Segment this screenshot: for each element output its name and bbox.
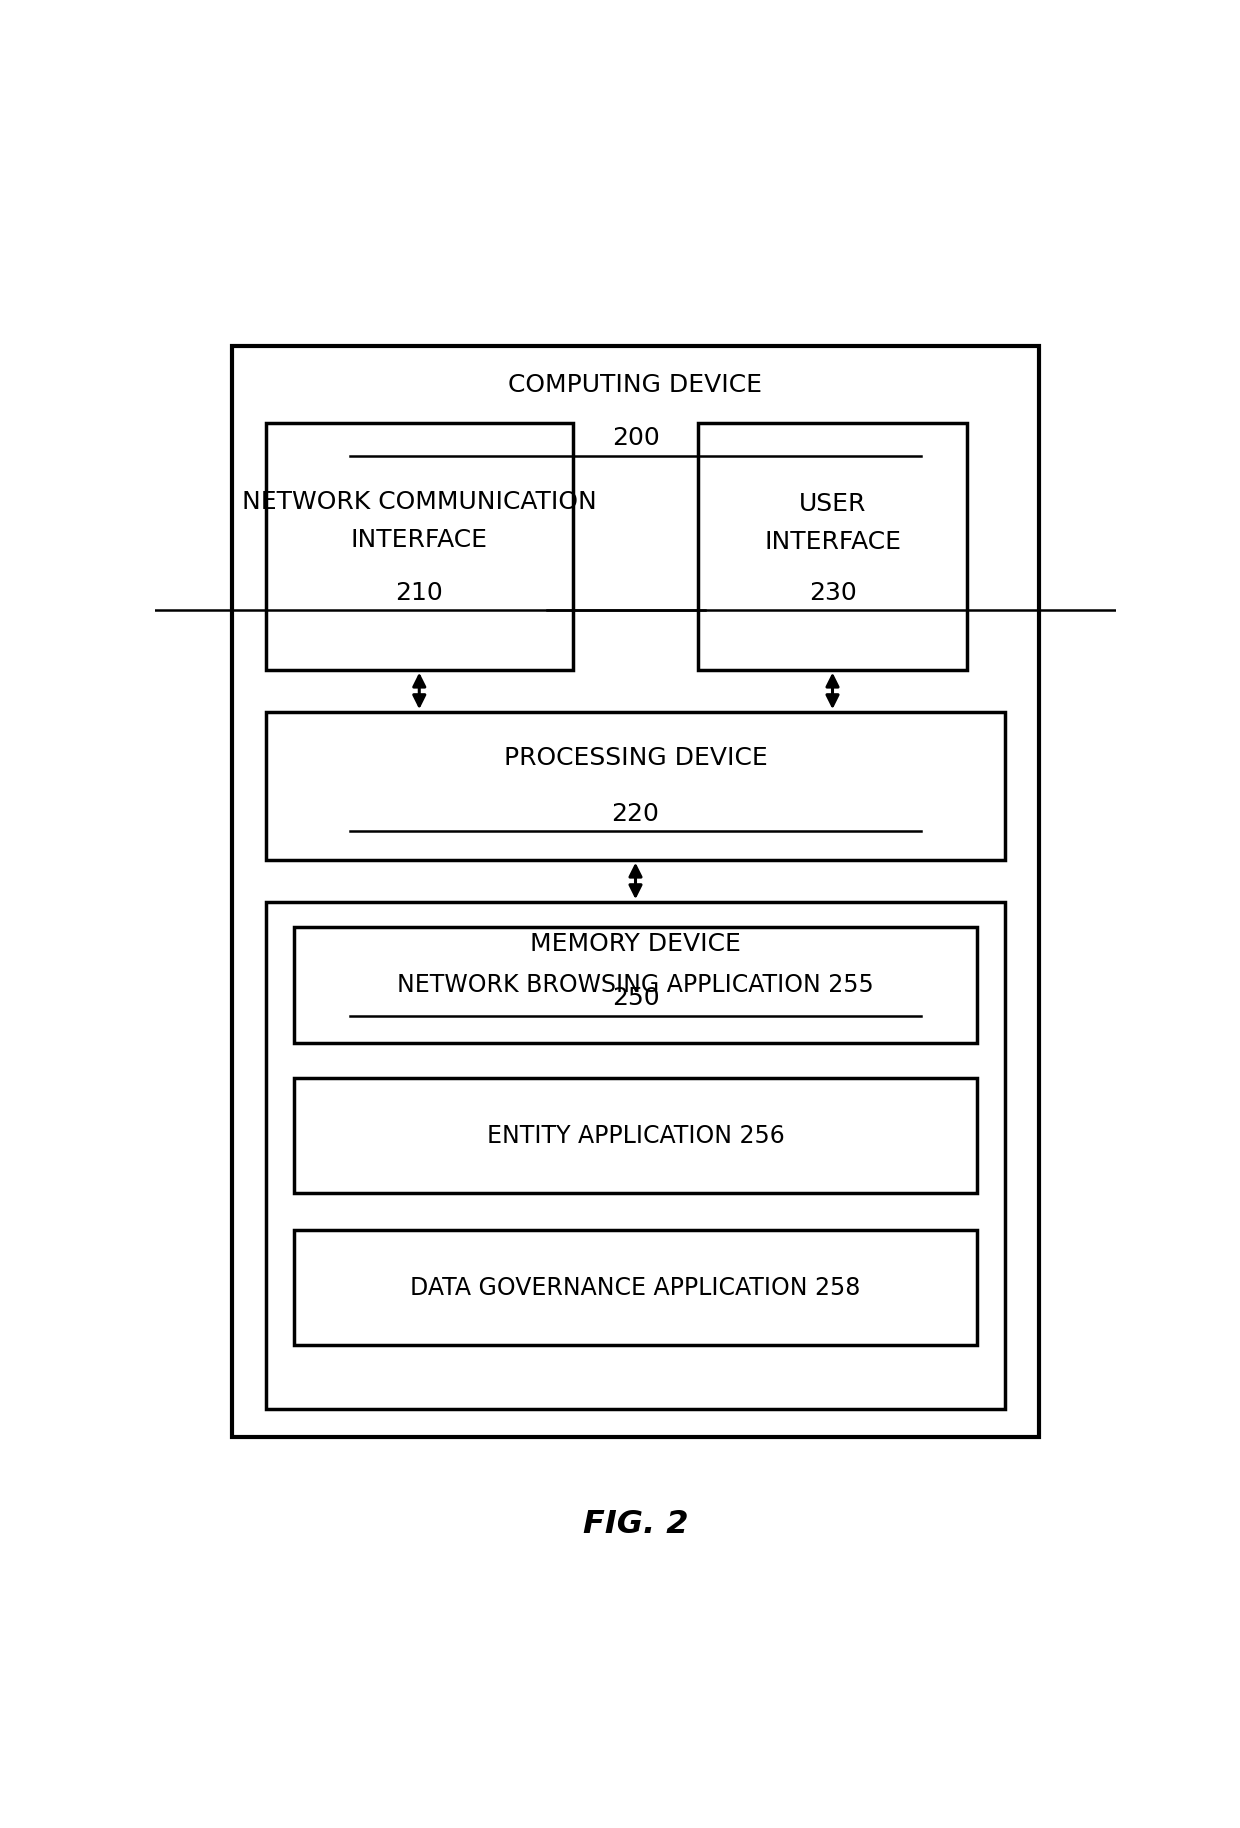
- Bar: [294, 1230, 977, 1345]
- Bar: [265, 901, 1006, 1409]
- Bar: [294, 927, 977, 1042]
- Bar: [294, 1079, 977, 1194]
- Text: 220: 220: [611, 802, 660, 826]
- Text: NETWORK COMMUNICATION: NETWORK COMMUNICATION: [242, 490, 596, 514]
- Text: COMPUTING DEVICE: COMPUTING DEVICE: [508, 373, 763, 397]
- Text: INTERFACE: INTERFACE: [764, 530, 901, 554]
- Bar: [232, 345, 1039, 1437]
- Text: ENTITY APPLICATION 256: ENTITY APPLICATION 256: [486, 1124, 785, 1148]
- Bar: [265, 424, 573, 669]
- Text: PROCESSING DEVICE: PROCESSING DEVICE: [503, 746, 768, 770]
- Text: INTERFACE: INTERFACE: [351, 528, 487, 552]
- Text: 230: 230: [808, 581, 857, 605]
- Text: 200: 200: [611, 426, 660, 450]
- Text: DATA GOVERNANCE APPLICATION 258: DATA GOVERNANCE APPLICATION 258: [410, 1276, 861, 1300]
- Text: USER: USER: [799, 492, 867, 515]
- Text: MEMORY DEVICE: MEMORY DEVICE: [529, 932, 742, 956]
- Text: 210: 210: [396, 581, 443, 605]
- Bar: [265, 711, 1006, 859]
- Text: 250: 250: [611, 985, 660, 1009]
- Text: NETWORK BROWSING APPLICATION 255: NETWORK BROWSING APPLICATION 255: [397, 972, 874, 996]
- Bar: [698, 424, 967, 669]
- Text: FIG. 2: FIG. 2: [583, 1508, 688, 1539]
